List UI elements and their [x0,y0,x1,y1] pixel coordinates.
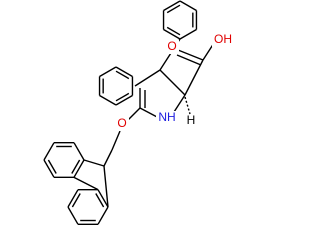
bond [184,59,204,96]
double-bond [71,159,81,174]
double-bond [166,4,181,14]
ring-bond [97,189,109,208]
ring-bond [163,0,181,12]
atom-label: OH [214,32,232,46]
bond [177,49,204,61]
molecule: O OH NH H O [43,0,234,226]
atom-label: NH [158,110,175,124]
double-bond [166,26,181,36]
bond [103,165,109,208]
double-bond [47,159,57,174]
double-bond [71,193,81,208]
label-bg [212,33,234,47]
double-bond [115,70,130,80]
bond [139,107,160,119]
labels: O OH NH H O [116,32,234,131]
ring-bond [99,66,117,78]
ring-bond [67,206,79,225]
ring-bond [97,206,109,225]
ring-bond [163,28,181,40]
bond [73,176,99,191]
double-bond [115,92,130,102]
bond [83,159,105,167]
ring-bond [43,142,55,161]
ring-bond [115,94,133,106]
bond [103,149,113,167]
bond [134,69,161,87]
bond [159,69,186,96]
ring-bond [73,159,85,178]
atom-label: O [117,116,126,130]
atom-label: O [167,39,176,53]
ring-bond [179,0,197,12]
bond [173,94,186,113]
ring-bond [67,189,79,208]
bonds [43,0,215,226]
bond [127,107,141,121]
bond [111,130,121,151]
label-bg [156,111,178,125]
label-bg [116,117,129,131]
ring-bond [43,159,55,178]
ring-bond [99,94,117,106]
double-bond [95,193,105,208]
ring-bond [179,28,197,40]
ring-bond [115,66,133,78]
double-bond [176,54,202,66]
atom-label: H [187,113,196,127]
hash-bond [184,96,191,115]
label-bg [166,40,179,54]
ring-bond [73,142,85,161]
